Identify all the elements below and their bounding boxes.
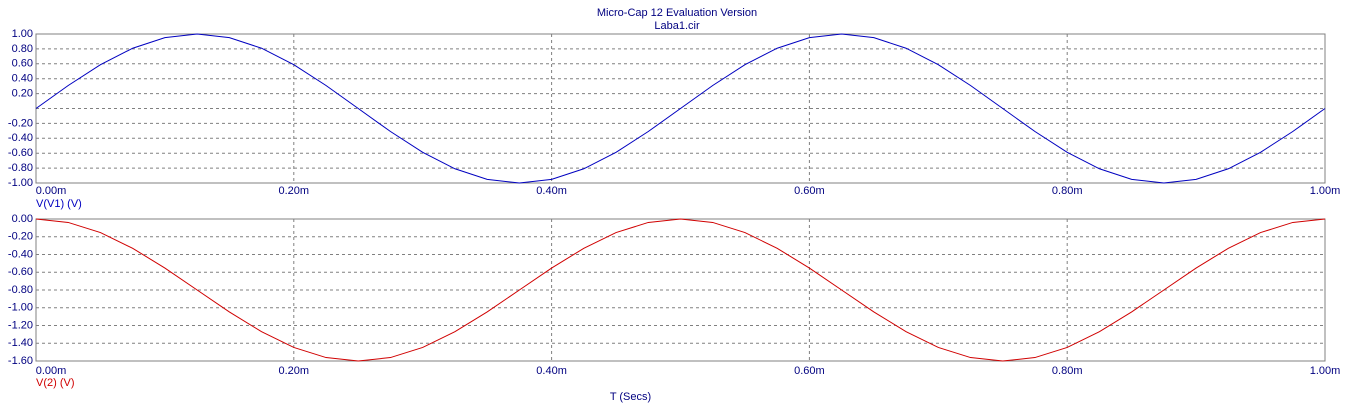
y-tick-label: 0.40 [12, 73, 33, 85]
y-tick-label: -1.00 [8, 302, 33, 314]
y-tick-label: -1.20 [8, 319, 33, 331]
y-tick-label: -0.80 [8, 284, 33, 296]
y-tick-label: -0.60 [8, 147, 33, 159]
y-tick-label: -1.00 [8, 177, 33, 189]
x-tick-label: 0.60m [794, 365, 825, 377]
x-tick-label: 0.40m [536, 185, 567, 197]
subtitle: Laba1.cir [654, 20, 700, 32]
y-tick-label: -0.40 [8, 132, 33, 144]
x-tick-label: 0.20m [279, 185, 310, 197]
x-tick-label: 0.80m [1052, 365, 1083, 377]
y-tick-label: -1.60 [8, 355, 33, 367]
y-tick-label: 0.00 [12, 213, 33, 225]
x-tick-label: 0.00m [36, 365, 67, 377]
y-tick-label: 0.60 [12, 58, 33, 70]
y-tick-label: 0.20 [12, 88, 33, 100]
legend-label: V(V1) (V) [36, 198, 82, 210]
x-tick-label: 1.00m [1310, 185, 1341, 197]
x-tick-label: 0.00m [36, 185, 67, 197]
x-tick-label: 1.00m [1310, 365, 1341, 377]
x-tick-label: 0.20m [279, 365, 310, 377]
y-tick-label: -0.20 [8, 231, 33, 243]
y-tick-label: -1.40 [8, 337, 33, 349]
y-tick-label: 0.80 [12, 43, 33, 55]
x-tick-label: 0.80m [1052, 185, 1083, 197]
y-tick-label: -0.20 [8, 117, 33, 129]
series-line [35, 218, 1326, 362]
legend-label: V(2) (V) [36, 377, 75, 389]
x-axis-label: T (Secs) [610, 391, 651, 403]
y-tick-label: -0.80 [8, 162, 33, 174]
y-tick-label: -0.40 [8, 248, 33, 260]
title: Micro-Cap 12 Evaluation Version [597, 7, 757, 19]
series-line [35, 33, 1326, 184]
y-tick-label: 1.00 [12, 28, 33, 40]
x-tick-label: 0.40m [536, 365, 567, 377]
y-tick-label: -0.60 [8, 266, 33, 278]
x-tick-label: 0.60m [794, 185, 825, 197]
